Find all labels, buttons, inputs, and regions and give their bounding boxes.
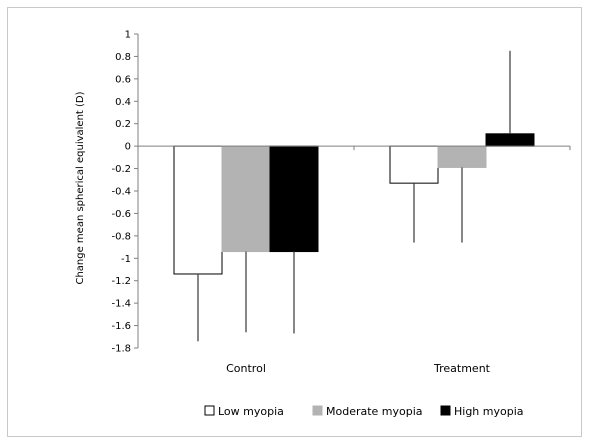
y-tick-label: -1 bbox=[121, 254, 131, 265]
y-tick-label: -1.2 bbox=[111, 276, 131, 287]
legend-label: Low myopia bbox=[218, 405, 284, 418]
category-label: Treatment bbox=[433, 362, 491, 375]
y-tick-label: 0 bbox=[125, 142, 131, 153]
bar bbox=[269, 145, 319, 253]
y-tick-label: 1 bbox=[125, 30, 131, 41]
category-label: Control bbox=[226, 362, 266, 375]
bar bbox=[389, 145, 439, 184]
y-tick-label: 0.2 bbox=[115, 119, 131, 130]
y-tick-label: -0.4 bbox=[111, 187, 131, 198]
y-tick-label: -0.2 bbox=[111, 164, 131, 175]
y-tick-label: 0.8 bbox=[115, 52, 131, 63]
bar bbox=[221, 145, 271, 253]
bar bbox=[437, 145, 487, 168]
y-tick-label: -1.8 bbox=[111, 344, 131, 355]
y-tick-label: -1.4 bbox=[111, 299, 131, 310]
y-tick-label: 0.4 bbox=[115, 97, 131, 108]
legend-swatch bbox=[440, 405, 451, 416]
legend-swatch bbox=[204, 405, 215, 416]
bar bbox=[485, 133, 535, 147]
legend-swatch bbox=[312, 405, 323, 416]
bar bbox=[173, 145, 223, 275]
y-tick-label: -0.8 bbox=[111, 231, 131, 242]
legend-label: Moderate myopia bbox=[326, 405, 423, 418]
legend-label: High myopia bbox=[454, 405, 524, 418]
y-axis-label: Change mean spherical equivalent (D) bbox=[75, 91, 86, 284]
y-tick-label: 0.6 bbox=[115, 74, 131, 85]
y-tick-label: -0.6 bbox=[111, 209, 131, 220]
y-tick-label: -1.6 bbox=[111, 321, 131, 332]
